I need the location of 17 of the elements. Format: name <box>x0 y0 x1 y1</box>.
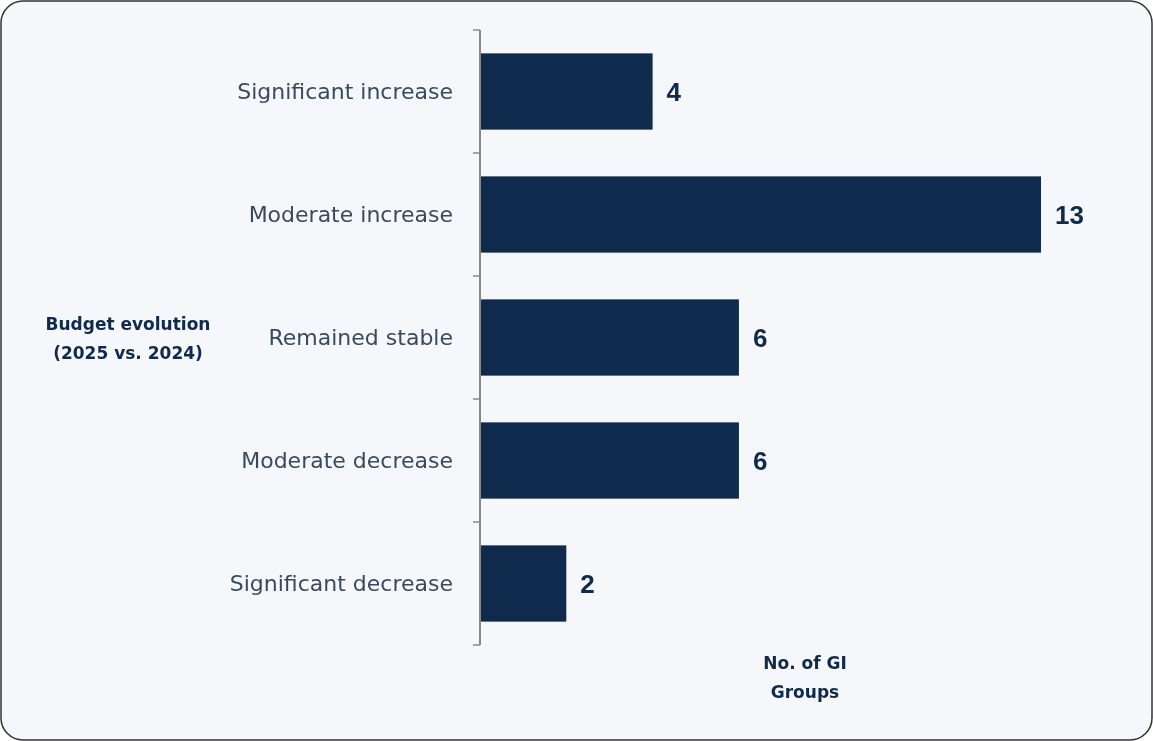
data-label: 13 <box>1055 199 1084 230</box>
data-label: 6 <box>752 445 768 476</box>
bar <box>480 299 739 376</box>
bar <box>480 422 739 499</box>
bar <box>480 545 567 622</box>
y-tick-label: Moderate decrease <box>241 448 453 474</box>
bar <box>480 53 653 130</box>
x-axis-title: No. of GI Groups <box>763 653 847 702</box>
data-label: 2 <box>580 568 595 599</box>
y-tick-label: Significant decrease <box>229 571 453 597</box>
bar <box>480 176 1041 253</box>
y-tick-label: Significant increase <box>237 79 453 105</box>
y-axis-title: Budget evolution (2025 vs. 2024) <box>45 314 211 363</box>
data-label: 4 <box>666 76 682 107</box>
y-tick-label: Moderate increase <box>248 202 453 228</box>
data-label: 6 <box>752 322 768 353</box>
y-tick-label: Remained stable <box>268 325 453 351</box>
